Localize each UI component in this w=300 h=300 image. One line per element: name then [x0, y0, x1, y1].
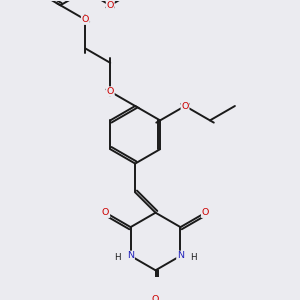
Text: N: N — [177, 251, 184, 260]
Text: O: O — [102, 208, 110, 217]
Text: N: N — [127, 251, 134, 260]
Text: H: H — [190, 253, 197, 262]
Text: O: O — [106, 1, 114, 10]
Text: O: O — [82, 15, 89, 24]
Text: O: O — [106, 87, 114, 96]
Text: O: O — [202, 208, 209, 217]
Text: O: O — [182, 101, 189, 110]
Text: O: O — [152, 295, 159, 300]
Text: H: H — [114, 253, 121, 262]
